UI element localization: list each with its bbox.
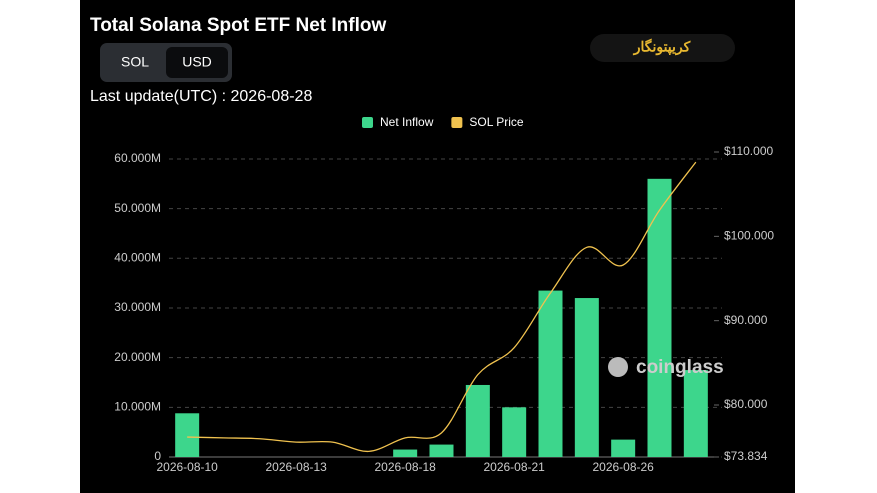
logo-box (590, 34, 735, 62)
legend-label: Net Inflow (380, 115, 434, 129)
y-tick-label: 40.000M (114, 250, 161, 264)
bar (574, 298, 599, 457)
y-tick-label: 20.000M (114, 350, 161, 364)
bar (393, 449, 418, 457)
bar (502, 407, 527, 457)
bar (647, 178, 672, 457)
y-tick-label: 50.000M (114, 201, 161, 215)
y2-tick-label: $110.000 (724, 144, 773, 158)
legend-label: SOL Price (469, 115, 524, 129)
bar (465, 384, 490, 457)
price-line (187, 161, 697, 453)
bar (683, 370, 708, 457)
watermark-icon (608, 357, 628, 377)
y-tick-label: 0 (154, 449, 161, 463)
y2-tick-label: $73.834 (724, 449, 768, 463)
y-tick-label: 10.000M (114, 399, 161, 413)
y2-tick-label: $100.000 (724, 229, 774, 243)
title: Total Solana Spot ETF Net Inflow (90, 15, 386, 36)
y-tick-label: 30.000M (114, 300, 161, 314)
x-tick-label: 2026-08-10 (156, 460, 218, 474)
bar (538, 290, 563, 457)
logo: کریپتونگار (633, 39, 691, 56)
y2-tick-label: $90.000 (724, 313, 768, 327)
toggle-usd[interactable]: USD (182, 54, 212, 70)
panel (80, 0, 795, 493)
x-tick-label: 2026-08-26 (592, 460, 654, 474)
y-tick-label: 60.000M (114, 151, 161, 165)
y2-tick-label: $80.000 (724, 397, 768, 411)
bar (611, 439, 636, 457)
x-tick-label: 2026-08-18 (374, 460, 436, 474)
watermark: coinglass (636, 357, 724, 378)
toggle-sol[interactable]: SOL (121, 54, 149, 70)
legend-swatch (362, 117, 373, 128)
x-tick-label: 2026-08-13 (265, 460, 327, 474)
x-tick-label: 2026-08-21 (483, 460, 545, 474)
toggle-active (166, 47, 228, 78)
bar (175, 413, 200, 457)
legend-swatch (451, 117, 463, 128)
bar (429, 444, 454, 457)
update: Last update(UTC) : 2026-08-28 (90, 88, 312, 105)
